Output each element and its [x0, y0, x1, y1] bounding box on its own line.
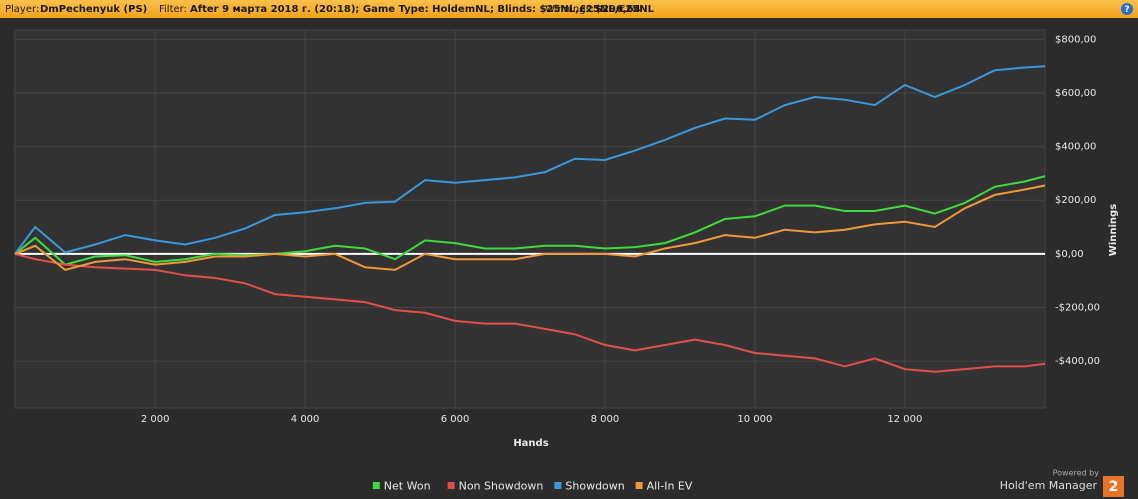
y-tick-label: $200,00: [1055, 195, 1096, 206]
label: Winnings:: [545, 4, 594, 15]
brand: Hold'em Manager: [1000, 479, 1098, 492]
x-tick-label: 6 000: [441, 414, 470, 425]
brand-badge-text: 2: [1109, 479, 1119, 495]
series-line: [14, 65, 1046, 255]
legend-swatch: [554, 482, 562, 489]
x-tick-label: 12 000: [887, 414, 922, 425]
series-line: [14, 184, 1046, 271]
value: After 9 марта 2018 г. (20:18); Game Type…: [190, 4, 655, 15]
help-button[interactable]: [1121, 3, 1133, 15]
legend-swatch: [447, 482, 455, 489]
help-icon[interactable]: ?: [1124, 5, 1129, 15]
plot-area: [14, 29, 1046, 409]
label: Player:: [5, 4, 39, 15]
brand-badge: [1103, 476, 1124, 497]
y-tick-label: $400,00: [1055, 142, 1096, 153]
y-tick-label: $600,00: [1055, 88, 1096, 99]
x-tick-label: 2 000: [141, 414, 170, 425]
x-tick-label: 8 000: [591, 414, 620, 425]
label: Filter:: [159, 4, 187, 15]
legend-swatch: [372, 482, 380, 489]
y-tick-label: $800,00: [1055, 34, 1096, 45]
x-axis-title: Hands: [513, 438, 548, 449]
series-line: [14, 175, 1046, 266]
y-axis-title: Winnings: [1108, 204, 1119, 256]
header-text: Player: DmPechenyuk (PS) Filter: After 9…: [5, 4, 657, 15]
legend-label: All-In EV: [647, 480, 693, 493]
legend-label: Non Showdown: [459, 480, 544, 493]
legend-label: Showdown: [565, 480, 624, 493]
header-bar: [0, 0, 1138, 18]
value: DmPechenyuk (PS): [40, 4, 147, 15]
x-tick-label: 10 000: [737, 414, 772, 425]
powered-by: Powered by: [1053, 469, 1100, 478]
series-line: [14, 252, 1046, 373]
legend-label: Net Won: [384, 480, 431, 493]
value: $296,64: [595, 4, 641, 15]
legend-swatch: [635, 482, 643, 489]
y-tick-label: -$200,00: [1055, 302, 1100, 313]
y-tick-label: -$400,00: [1055, 356, 1100, 367]
y-tick-label: $0,00: [1055, 249, 1084, 260]
x-tick-label: 4 000: [291, 414, 320, 425]
